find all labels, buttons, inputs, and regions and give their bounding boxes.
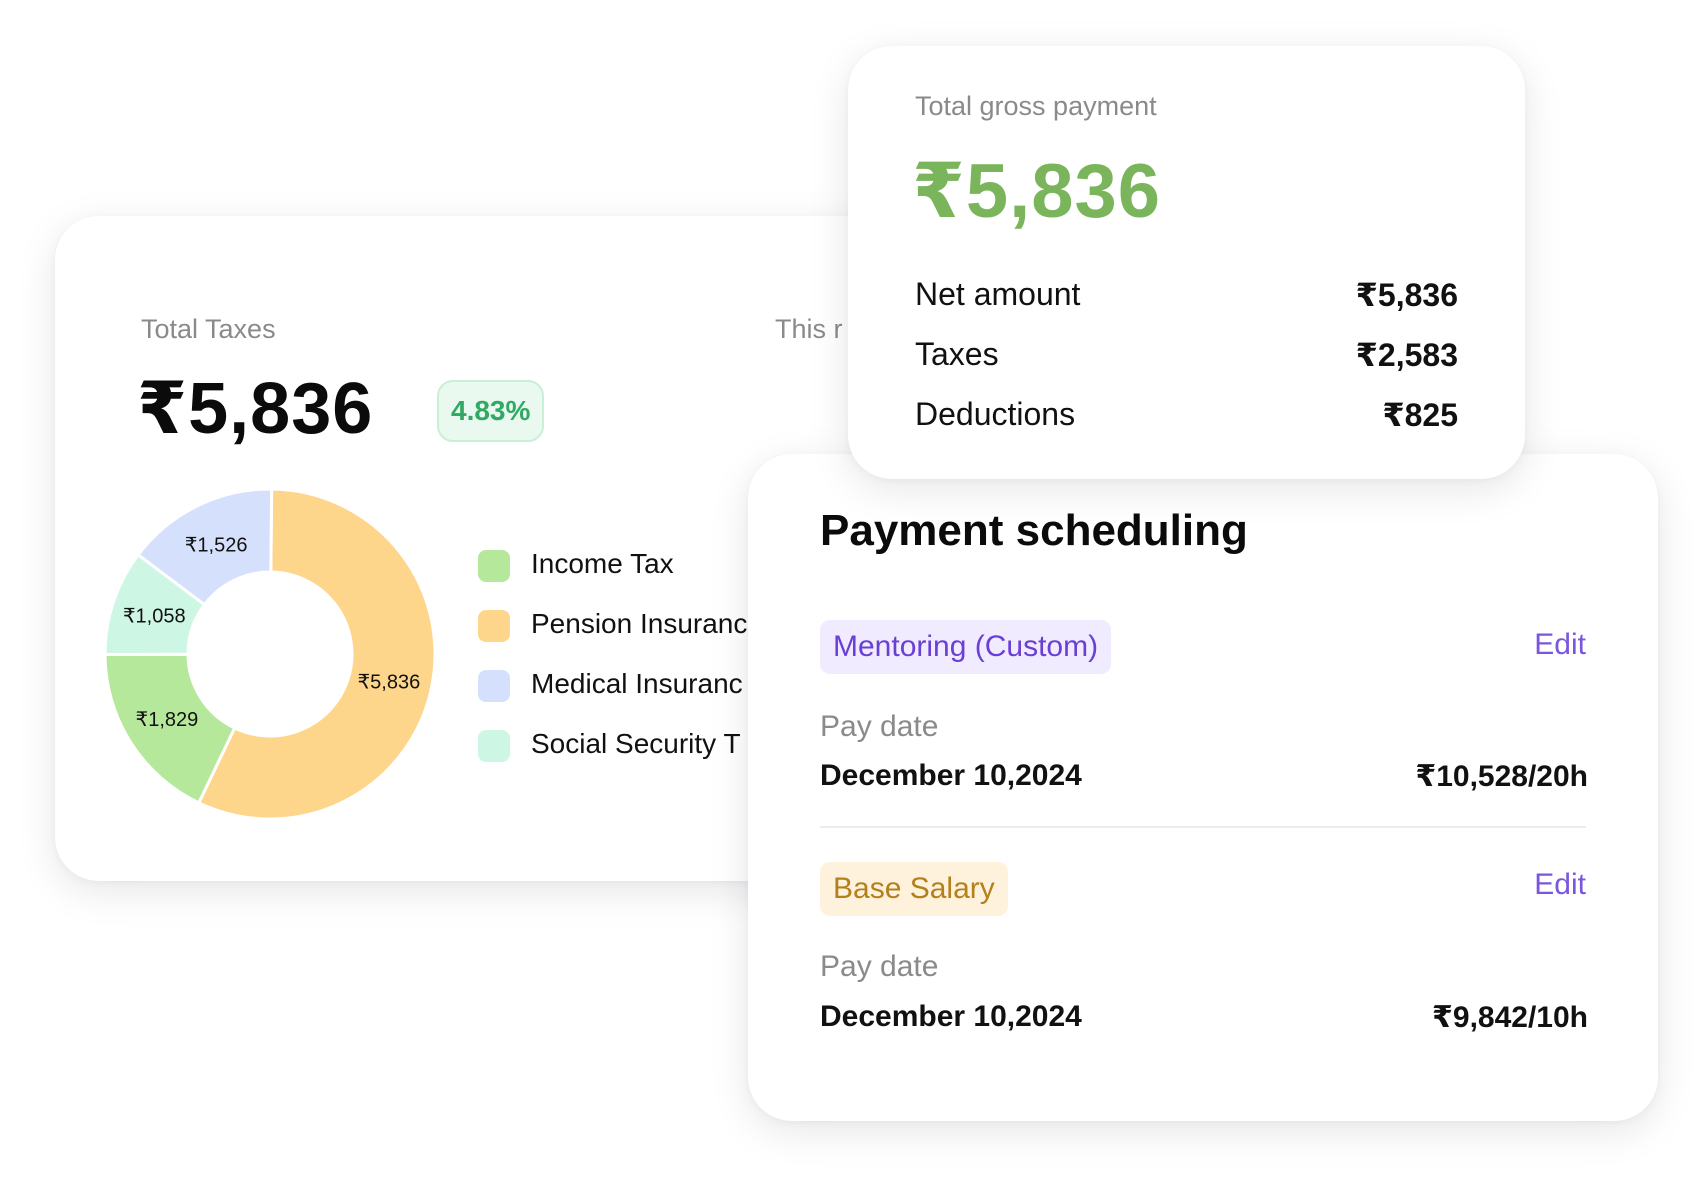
taxes-label: Taxes (915, 336, 999, 372)
legend-label: Income Tax (531, 548, 674, 579)
payment-scheduling-card: Payment scheduling Mentoring (Custom) Ed… (748, 454, 1658, 1121)
taxes-row: Taxes ₹2,583 (915, 336, 1458, 380)
donut-slice-label: ₹1,526 (185, 535, 248, 557)
pay-date-label: Pay date (820, 710, 939, 743)
pay-date-value: December 10,2024 (820, 1000, 1082, 1033)
legend-swatch (478, 610, 510, 642)
net-amount-row: Net amount ₹5,836 (915, 276, 1458, 320)
gross-payment-label: Total gross payment (915, 91, 1157, 121)
base-salary-tag: Base Salary (820, 862, 1008, 916)
mentoring-tag: Mentoring (Custom) (820, 620, 1112, 674)
edit-mentoring-link[interactable]: Edit (1534, 628, 1586, 661)
deductions-value: ₹825 (1382, 397, 1458, 433)
donut-slice-label: ₹1,829 (136, 709, 199, 731)
total-taxes-amount: ₹5,836 (137, 369, 374, 449)
deductions-row: Deductions ₹825 (915, 396, 1458, 440)
donut-slice (136, 487, 274, 607)
legend-swatch (478, 730, 510, 762)
pay-amount-value: ₹10,528/20h (1415, 760, 1588, 793)
net-amount-label: Net amount (915, 276, 1081, 312)
legend-swatch (478, 670, 510, 702)
payment-scheduling-title: Payment scheduling (820, 506, 1248, 555)
pay-date-value: December 10,2024 (820, 759, 1082, 792)
total-taxes-label: Total Taxes (141, 314, 276, 344)
legend-swatch (478, 550, 510, 582)
taxes-donut-chart: ₹5,836 ₹1,829 ₹1,058 ₹1,526 (103, 487, 437, 821)
divider (820, 826, 1586, 828)
change-percent-badge: 4.83% (437, 380, 545, 442)
gross-payment-amount: ₹5,836 (912, 149, 1162, 234)
donut-slice (196, 487, 437, 821)
donut-slice-label: ₹1,058 (123, 606, 186, 628)
gross-payment-card: Total gross payment ₹5,836 Net amount ₹5… (848, 46, 1525, 479)
taxes-value: ₹2,583 (1355, 337, 1458, 373)
net-amount-value: ₹5,836 (1355, 277, 1458, 313)
period-label: This r (775, 314, 843, 344)
donut-slice-label: ₹5,836 (357, 672, 420, 694)
donut-slice (103, 652, 237, 805)
pay-date-label: Pay date (820, 950, 939, 983)
deductions-label: Deductions (915, 396, 1076, 432)
legend-label: Medical Insuranc (531, 668, 743, 699)
legend-label: Pension Insuranc (531, 608, 748, 639)
legend-label: Social Security T (531, 728, 741, 759)
pay-amount-value: ₹9,842/10h (1432, 1001, 1588, 1034)
edit-base-salary-link[interactable]: Edit (1534, 868, 1586, 901)
